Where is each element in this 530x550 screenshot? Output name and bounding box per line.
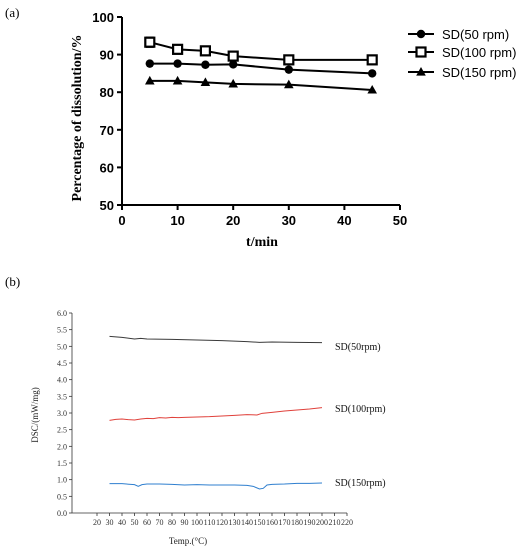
dsc-x-tick-label: 30 [106, 518, 114, 527]
dissolution-y-tick-label: 100 [92, 10, 114, 25]
dissolution-y-tick-label: 90 [100, 48, 114, 63]
data-point [284, 65, 293, 74]
dsc-x-tick-label: 150 [254, 518, 266, 527]
data-point [172, 75, 183, 85]
dsc-y-axis-title: DSC/(mW/mg) [30, 387, 40, 443]
dsc-y-tick-label: 3.0 [57, 409, 67, 418]
dsc-x-tick-label: 130 [229, 518, 241, 527]
data-point [172, 43, 184, 55]
data-point [367, 84, 377, 94]
panel-label-b: (b) [5, 274, 20, 289]
dissolution-x-tick-label: 30 [282, 213, 296, 228]
dsc-y-tick-label: 1.0 [57, 476, 67, 485]
dsc-x-tick-label: 140 [241, 518, 253, 527]
dissolution-series [144, 36, 378, 94]
data-point [366, 54, 378, 66]
legend-marker-0 [416, 29, 426, 39]
curve-label-sd50: SD(50rpm) [335, 342, 381, 353]
dsc-chart: 0.0 0.5 1.0 1.5 2.0 2.5 3.0 3.5 4.0 4.5 5.0 5.5 6.0 2… [30, 309, 386, 546]
dsc-x-tick-label: 70 [156, 518, 164, 527]
data-point [368, 69, 377, 78]
data-point [173, 59, 182, 68]
dsc-x-tick-label: 90 [181, 518, 189, 527]
legend-marker-1 [415, 46, 427, 58]
data-point [283, 54, 295, 66]
dsc-y-tick-label: 1.5 [57, 459, 67, 468]
dsc-x-tick-label: 110 [204, 518, 216, 527]
dsc-x-tick-label: 200 [316, 518, 328, 527]
dissolution-x-tick-label: 0 [118, 213, 125, 228]
dsc-curve-2 [109, 482, 323, 490]
dsc-y-tick-label: 0.5 [57, 492, 67, 501]
dissolution-y-axis-title: Percentage of dissolution/% [70, 35, 85, 202]
dsc-y-tick-label: 3.5 [57, 392, 67, 401]
data-point [229, 60, 238, 69]
dissolution-x-axis-title: t/min [246, 235, 278, 250]
dissolution-x-tick-label: 20 [226, 213, 240, 228]
dsc-x-tick-label: 190 [304, 518, 316, 527]
dsc-curve-1 [109, 407, 323, 421]
dsc-x-tick-label: 60 [143, 518, 151, 527]
panel-label-a: (a) [5, 5, 19, 20]
dsc-axes: 0.0 0.5 1.0 1.5 2.0 2.5 3.0 3.5 4.0 4.5 5.0 5.5 6.0 2… [57, 309, 353, 527]
dissolution-series-line-0 [149, 62, 373, 75]
dsc-x-tick-label: 80 [168, 518, 176, 527]
dissolution-chart: 0 10 20 30 40 50 50 60 70 80 90 100 t/min Percentag… [70, 10, 516, 250]
curve-label-sd100: SD(100rpm) [335, 404, 386, 415]
dissolution-legend: SD(50 rpm) SD(100 rpm) SD(150 rpm) [408, 27, 516, 80]
dsc-curves [109, 335, 323, 490]
dsc-x-tick-label: 20 [93, 518, 101, 527]
dsc-y-tick-label: 0.0 [57, 509, 67, 518]
dissolution-axes: 0 10 20 30 40 50 50 60 70 80 90 100 [92, 10, 407, 228]
dissolution-y-tick-label: 80 [100, 85, 114, 100]
data-point [144, 36, 156, 48]
dsc-y-tick-label: 6.0 [57, 309, 67, 318]
legend-label-sd100: SD(100 rpm) [442, 45, 516, 60]
data-point [145, 59, 154, 68]
dissolution-x-tick-label: 50 [393, 213, 407, 228]
dissolution-y-tick-label: 60 [100, 160, 114, 175]
dsc-x-tick-label: 50 [131, 518, 139, 527]
legend-label-sd150: SD(150 rpm) [442, 65, 516, 80]
dissolution-series-line-2 [149, 79, 373, 91]
legend-marker-2 [416, 67, 426, 76]
dsc-y-tick-label: 4.0 [57, 376, 67, 385]
dsc-x-tick-label: 210 [329, 518, 341, 527]
data-point [201, 60, 210, 69]
dissolution-y-tick-label: 50 [100, 198, 114, 213]
data-point [227, 50, 239, 62]
dissolution-x-tick-label: 40 [337, 213, 351, 228]
dsc-x-tick-label: 180 [291, 518, 303, 527]
dsc-y-tick-label: 2.0 [57, 442, 67, 451]
dissolution-x-tick-label: 10 [170, 213, 184, 228]
dsc-y-tick-label: 4.5 [57, 359, 67, 368]
dsc-y-tick-label: 5.0 [57, 342, 67, 351]
dsc-y-tick-label: 2.5 [57, 426, 67, 435]
dsc-x-axis-title: Temp.(°C) [169, 536, 207, 546]
data-point [284, 79, 294, 89]
dsc-curve-0 [109, 335, 323, 344]
dsc-x-tick-label: 100 [191, 518, 203, 527]
data-point [199, 45, 211, 57]
dsc-y-tick-label: 5.5 [57, 326, 67, 335]
dissolution-y-tick-label: 70 [100, 123, 114, 138]
dsc-x-tick-label: 120 [216, 518, 228, 527]
dsc-x-tick-label: 220 [341, 518, 353, 527]
data-point [200, 77, 211, 87]
dsc-x-tick-label: 170 [279, 518, 291, 527]
data-point [228, 78, 238, 88]
curve-label-sd150: SD(150rpm) [335, 478, 386, 489]
data-point [145, 75, 155, 85]
dsc-x-tick-label: 40 [118, 518, 126, 527]
legend-label-sd50: SD(50 rpm) [442, 27, 509, 42]
dsc-x-tick-label: 160 [266, 518, 278, 527]
